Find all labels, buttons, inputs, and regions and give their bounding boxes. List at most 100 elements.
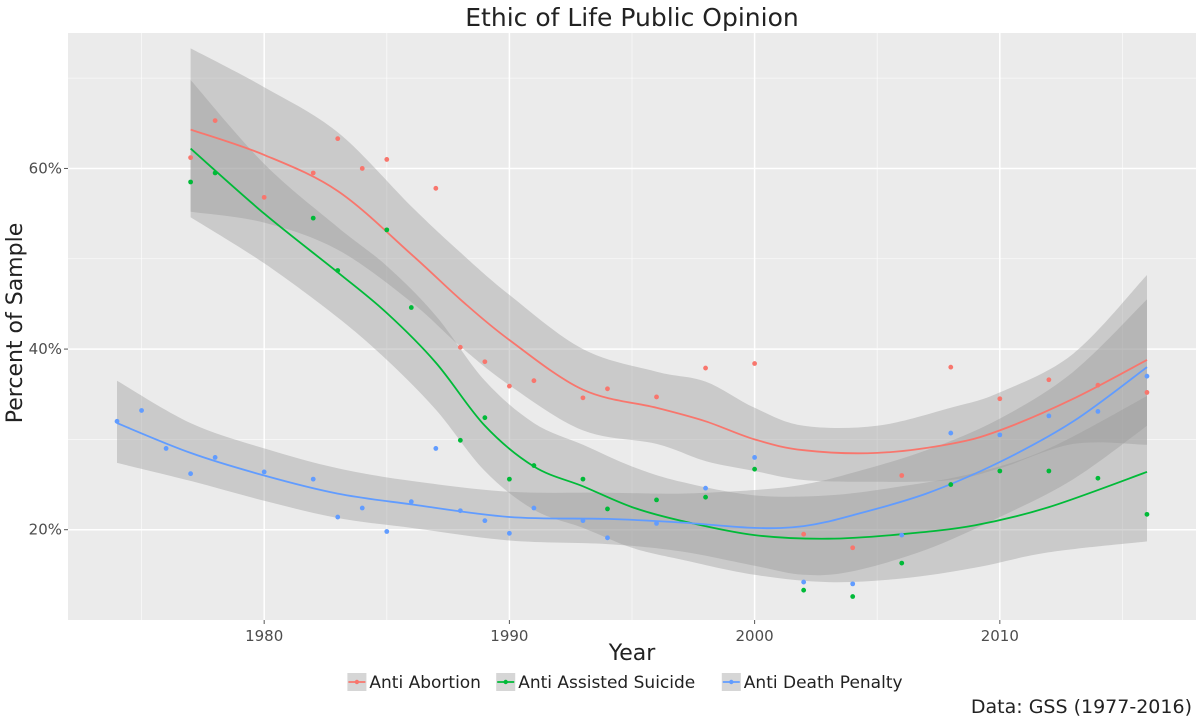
data-point bbox=[261, 469, 267, 475]
data-point bbox=[506, 383, 512, 389]
data-point bbox=[114, 418, 120, 424]
data-point bbox=[188, 471, 194, 477]
data-point bbox=[752, 361, 758, 366]
data-point bbox=[703, 485, 708, 491]
data-point bbox=[752, 466, 758, 472]
x-tick-label: 1990 bbox=[490, 627, 528, 645]
data-point bbox=[948, 364, 954, 370]
data-point bbox=[384, 157, 390, 162]
data-point bbox=[801, 587, 807, 593]
data-point bbox=[948, 482, 954, 487]
data-point bbox=[212, 170, 218, 176]
data-point bbox=[850, 581, 856, 587]
data-point bbox=[605, 535, 610, 541]
legend-key-point bbox=[729, 679, 734, 685]
data-point bbox=[359, 505, 365, 511]
data-point bbox=[580, 395, 586, 401]
x-axis-ticks: 1980 1990 2000 2010 bbox=[245, 620, 1019, 645]
caption: Data: GSS (1977-2016) bbox=[971, 696, 1192, 718]
data-point bbox=[1144, 373, 1150, 379]
data-point bbox=[997, 468, 1003, 474]
data-point bbox=[1046, 413, 1052, 419]
data-point bbox=[605, 506, 610, 512]
data-point bbox=[408, 305, 414, 310]
data-point bbox=[1046, 468, 1052, 474]
legend-label: Anti Death Penalty bbox=[744, 673, 903, 693]
legend-key-point bbox=[503, 679, 508, 685]
data-point bbox=[580, 518, 586, 524]
chart-title: Ethic of Life Public Opinion bbox=[465, 3, 798, 32]
data-point bbox=[1144, 390, 1150, 395]
data-point bbox=[703, 365, 708, 371]
series-line bbox=[190, 147, 1148, 540]
grid-major bbox=[68, 33, 1196, 620]
data-point bbox=[482, 359, 488, 365]
data-point bbox=[801, 579, 807, 585]
data-point bbox=[384, 529, 390, 534]
data-point bbox=[139, 408, 144, 413]
data-point bbox=[1144, 511, 1150, 517]
data-point bbox=[384, 227, 390, 233]
data-point bbox=[433, 446, 439, 451]
grid-minor bbox=[68, 33, 1196, 620]
data-point bbox=[506, 476, 512, 482]
data-point bbox=[1095, 382, 1101, 388]
data-point bbox=[457, 508, 463, 514]
data-point bbox=[212, 118, 218, 123]
data-point bbox=[801, 531, 807, 537]
data-point bbox=[482, 518, 488, 524]
data-point bbox=[703, 494, 708, 500]
y-tick-label: 60% bbox=[29, 159, 62, 177]
legend-key-point bbox=[354, 679, 360, 685]
data-point bbox=[654, 394, 659, 400]
data-point bbox=[335, 514, 341, 520]
data-point bbox=[1046, 377, 1052, 383]
data-point bbox=[1095, 475, 1101, 481]
y-tick-label: 20% bbox=[29, 521, 62, 539]
y-axis-ticks: 20% 40% 60% bbox=[29, 159, 68, 539]
data-point bbox=[212, 455, 218, 460]
smooth-lines bbox=[116, 128, 1148, 540]
confidence-band bbox=[117, 299, 1147, 576]
data-point bbox=[335, 136, 341, 142]
x-tick-label: 1980 bbox=[245, 627, 283, 645]
data-points bbox=[114, 118, 1150, 599]
data-point bbox=[408, 499, 414, 505]
legend: Anti Abortion Anti Assisted Suicide Anti D… bbox=[347, 673, 903, 693]
data-point bbox=[899, 532, 905, 538]
x-tick-label: 2000 bbox=[736, 627, 774, 645]
data-point bbox=[335, 268, 341, 273]
data-point bbox=[359, 166, 365, 171]
legend-label: Anti Abortion bbox=[369, 673, 481, 693]
data-point bbox=[752, 455, 758, 460]
data-point bbox=[850, 594, 856, 599]
data-point bbox=[654, 497, 659, 503]
data-point bbox=[188, 155, 194, 161]
y-tick-label: 40% bbox=[29, 340, 62, 358]
data-point bbox=[899, 560, 905, 566]
data-point bbox=[605, 386, 610, 392]
data-point bbox=[850, 545, 856, 551]
data-point bbox=[1095, 408, 1101, 414]
series-line bbox=[190, 128, 1148, 455]
x-tick-label: 2010 bbox=[981, 627, 1019, 645]
data-point bbox=[997, 396, 1003, 402]
data-point bbox=[899, 473, 905, 478]
data-point bbox=[457, 437, 463, 443]
data-point bbox=[506, 530, 512, 536]
data-point bbox=[654, 520, 659, 526]
data-point bbox=[433, 185, 439, 191]
data-point bbox=[310, 170, 316, 176]
x-axis-label: Year bbox=[608, 641, 657, 666]
data-point bbox=[531, 505, 537, 511]
data-point bbox=[531, 378, 537, 384]
data-point bbox=[310, 215, 316, 221]
data-point bbox=[482, 415, 488, 421]
data-point bbox=[261, 194, 267, 200]
data-point bbox=[580, 476, 586, 482]
confidence-band bbox=[190, 80, 1148, 583]
confidence-bands bbox=[117, 48, 1148, 583]
data-point bbox=[948, 430, 954, 436]
